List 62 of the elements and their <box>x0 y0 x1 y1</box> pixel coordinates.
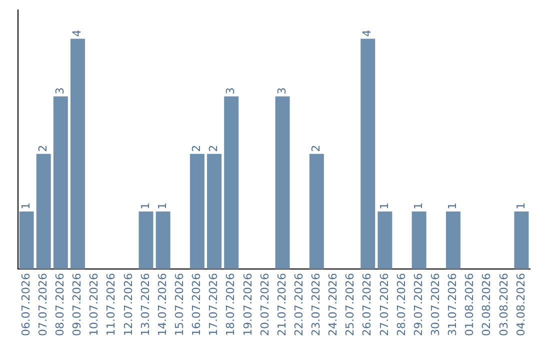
data-label: 4 <box>70 30 84 37</box>
bar <box>138 211 154 270</box>
data-label: 1 <box>138 202 152 210</box>
x-tick-label: 26.07.2026 <box>360 273 374 336</box>
bar <box>360 38 376 270</box>
x-tick-label: 30.07.2026 <box>428 273 442 336</box>
bar <box>156 211 170 270</box>
x-tick-label: 18.07.2026 <box>224 273 238 336</box>
bar <box>309 154 324 270</box>
x-tick-label: 09.07.2026 <box>70 273 84 336</box>
bar <box>190 154 204 270</box>
data-label: 2 <box>207 144 220 152</box>
x-tick-label: 11.07.2026 <box>104 273 118 336</box>
x-tick-label: 06.07.2026 <box>19 273 32 336</box>
x-tick-label: 13.07.2026 <box>138 273 152 336</box>
x-tick-label: 25.07.2026 <box>344 273 357 336</box>
data-label: 1 <box>412 202 425 210</box>
x-tick-label: 16.07.2026 <box>190 273 204 336</box>
x-tick-label: 31.07.2026 <box>446 273 460 336</box>
bar <box>412 211 426 270</box>
bar <box>275 96 290 270</box>
x-tick-label: 15.07.2026 <box>172 273 186 336</box>
x-tick-label: 20.07.2026 <box>258 273 272 336</box>
x-tick-label: 07.07.2026 <box>36 273 50 336</box>
data-label: 3 <box>54 87 67 94</box>
bar <box>224 96 239 270</box>
x-tick-label: 23.07.2026 <box>310 273 323 336</box>
data-label: 1 <box>156 202 169 210</box>
x-tick-label: 12.07.2026 <box>122 273 135 336</box>
data-label: 2 <box>310 144 323 152</box>
data-label: 2 <box>36 144 50 152</box>
x-tick-label: 19.07.2026 <box>241 273 254 336</box>
x-tick-label: 02.08.2026 <box>480 273 494 336</box>
bar <box>378 211 392 270</box>
bar <box>36 154 51 270</box>
x-tick-label: 08.07.2026 <box>54 273 67 336</box>
data-label: 1 <box>514 202 528 210</box>
bar <box>19 211 34 270</box>
x-tick-label: 14.07.2026 <box>156 273 169 336</box>
x-tick-label: 28.07.2026 <box>394 273 408 336</box>
bar <box>514 211 529 270</box>
bar <box>207 154 222 270</box>
data-label: 3 <box>224 87 238 94</box>
data-label: 1 <box>446 202 460 210</box>
x-tick-label: 24.07.2026 <box>326 273 340 336</box>
bar <box>53 96 68 270</box>
data-label: 2 <box>190 144 204 152</box>
bar <box>446 211 460 270</box>
data-label: 3 <box>275 87 288 94</box>
data-label: 1 <box>378 202 391 210</box>
x-tick-label: 04.08.2026 <box>514 273 528 336</box>
bar <box>70 38 85 270</box>
x-tick-label: 10.07.2026 <box>88 273 101 336</box>
data-label: 4 <box>360 30 374 37</box>
data-label: 1 <box>19 202 32 210</box>
x-tick-label: 01.08.2026 <box>463 273 476 336</box>
x-tick-label: 22.07.2026 <box>292 273 306 336</box>
x-tick-label: 17.07.2026 <box>207 273 220 336</box>
x-tick-label: 29.07.2026 <box>412 273 425 336</box>
x-tick-label: 03.08.2026 <box>497 273 510 336</box>
x-tick-label: 27.07.2026 <box>378 273 391 336</box>
x-tick-label: 21.07.2026 <box>275 273 288 336</box>
